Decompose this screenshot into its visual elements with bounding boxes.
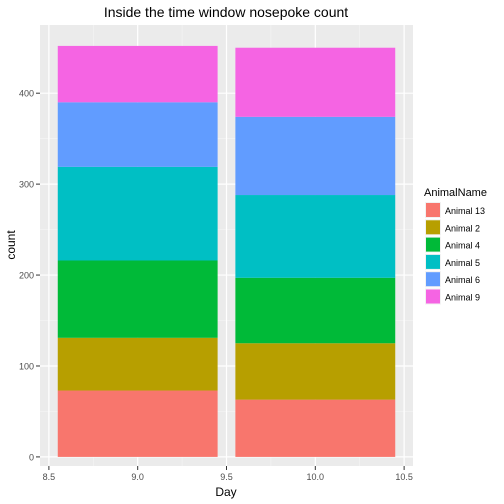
legend-item-label: Animal 2 bbox=[445, 223, 480, 233]
bar-segment bbox=[235, 399, 396, 457]
y-tick-label: 0 bbox=[29, 452, 34, 462]
x-tick-label: 10.0 bbox=[307, 472, 325, 482]
bar-segment bbox=[235, 47, 396, 117]
legend-item-label: Animal 13 bbox=[445, 206, 485, 216]
y-axis-label: count bbox=[4, 230, 18, 260]
bar-segment bbox=[57, 102, 218, 167]
y-tick-label: 300 bbox=[19, 180, 34, 190]
legend-item-label: Animal 5 bbox=[445, 258, 480, 268]
x-axis-label: Day bbox=[215, 485, 236, 499]
legend-swatch bbox=[426, 220, 440, 235]
legend-item-label: Animal 6 bbox=[445, 275, 480, 285]
y-tick-label: 100 bbox=[19, 361, 34, 371]
bar-segment bbox=[57, 337, 218, 391]
bar-segment bbox=[57, 45, 218, 103]
x-tick-label: 8.5 bbox=[43, 472, 56, 482]
chart-title: Inside the time window nosepoke count bbox=[104, 4, 348, 20]
bar-segment bbox=[235, 343, 396, 400]
legend-item-label: Animal 4 bbox=[445, 241, 480, 251]
bar-segment bbox=[235, 116, 396, 196]
y-tick-label: 400 bbox=[19, 89, 34, 99]
legend-swatch bbox=[426, 203, 440, 217]
legend-swatch bbox=[426, 237, 440, 252]
legend-swatch bbox=[426, 272, 440, 287]
axes-layer: 0 100 200 300 400 8.5 9.0 9.5 10.0 10.5 bbox=[19, 89, 413, 482]
y-tick-label: 200 bbox=[19, 271, 34, 281]
bars-layer bbox=[57, 45, 396, 457]
x-tick-label: 9.5 bbox=[220, 472, 233, 482]
legend-item-label: Animal 9 bbox=[445, 293, 480, 303]
bar-segment bbox=[235, 277, 396, 344]
x-tick-label: 9.0 bbox=[131, 472, 144, 482]
bar-segment bbox=[57, 260, 218, 338]
bar-segment bbox=[57, 166, 218, 261]
legend-swatch bbox=[426, 289, 440, 304]
legend-title: AnimalName bbox=[424, 187, 487, 199]
legend: AnimalName Animal 13 Animal 2 Animal 4 Anim… bbox=[424, 187, 487, 305]
bar-segment bbox=[235, 195, 396, 278]
bar-segment bbox=[57, 390, 218, 457]
x-tick-label: 10.5 bbox=[395, 472, 413, 482]
legend-swatch bbox=[426, 254, 440, 269]
